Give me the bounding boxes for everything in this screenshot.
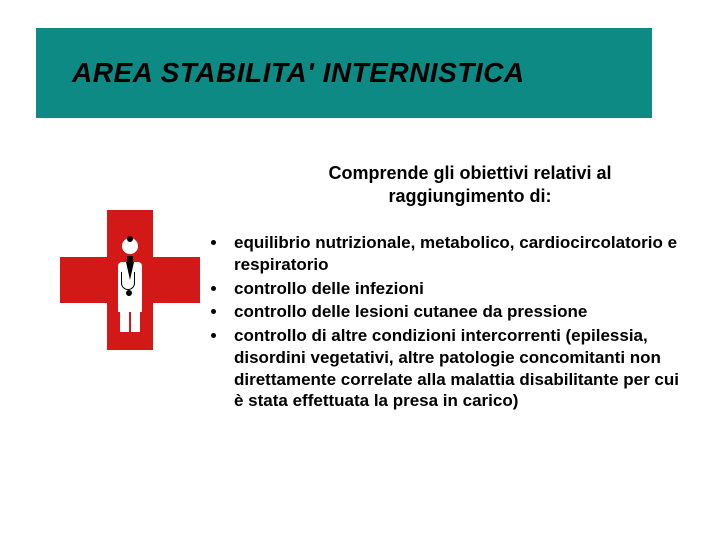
medical-cross-icon (60, 210, 200, 350)
doctor-leg (120, 312, 129, 332)
bullet-list: equilibrio nutrizionale, metabolico, car… (200, 232, 680, 414)
bullet-item: controllo delle lesioni cutanee da press… (228, 301, 680, 323)
doctor-legs (116, 312, 144, 332)
stethoscope-icon (121, 272, 135, 290)
slide: AREA STABILITA' INTERNISTICA Comprende g… (0, 0, 720, 540)
slide-title: AREA STABILITA' INTERNISTICA (72, 57, 525, 89)
doctor-icon (116, 238, 144, 330)
bullet-item: controllo delle infezioni (228, 278, 680, 300)
doctor-head (122, 238, 138, 254)
doctor-leg (131, 312, 140, 332)
bullet-item: controllo di altre condizioni intercorre… (228, 325, 680, 412)
doctor-body (118, 262, 142, 312)
title-bar: AREA STABILITA' INTERNISTICA (36, 28, 652, 118)
stethoscope-bulb (126, 290, 132, 296)
bullet-item: equilibrio nutrizionale, metabolico, car… (228, 232, 680, 276)
intro-text: Comprende gli obiettivi relativi al ragg… (280, 162, 660, 207)
